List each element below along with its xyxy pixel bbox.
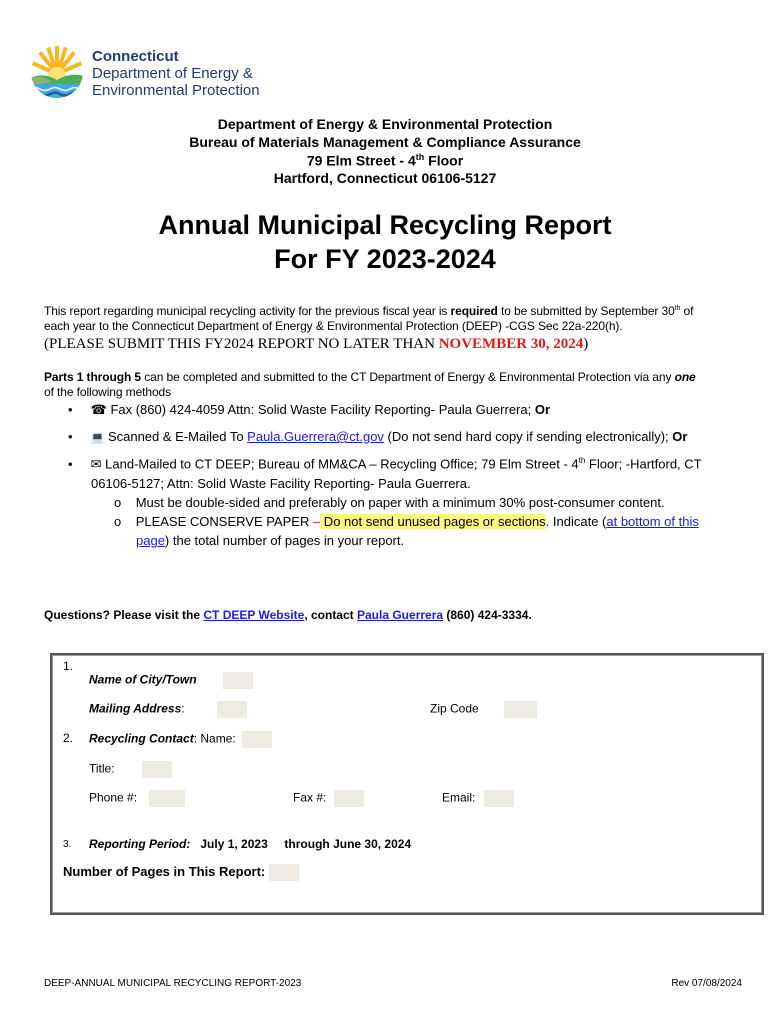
fax-row: Fax #:: [293, 790, 365, 807]
item-number-1: 1.: [63, 659, 74, 673]
item-number-2: 2.: [63, 731, 74, 745]
method-mail: • ✉ Land-Mailed to CT DEEP; Bureau of MM…: [68, 456, 702, 472]
bottom-of-page-link[interactable]: at bottom of this: [606, 514, 699, 529]
parts-line2: of the following methods: [44, 385, 172, 399]
zip-code-field[interactable]: [503, 701, 537, 718]
logo-line2: Department of Energy &: [92, 65, 253, 82]
questions-line: Questions? Please visit the CT DEEP Webs…: [44, 608, 532, 622]
phone-icon: ☎: [90, 402, 107, 417]
phone-row: Phone #:: [89, 790, 186, 807]
email-field[interactable]: [484, 790, 515, 807]
mail-icon: ✉: [90, 456, 102, 472]
report-title: Annual Municipal Recycling Report: [158, 210, 612, 240]
intro-line1: This report regarding municipal recyclin…: [44, 304, 694, 318]
sub-double-sided: o Must be double-sided and preferably on…: [114, 495, 665, 510]
header-street: 79 Elm Street - 4th Floor: [306, 152, 464, 169]
logo-line1: Connecticut: [92, 48, 179, 65]
phone-field[interactable]: [149, 790, 186, 807]
intro-line2: each year to the Connecticut Department …: [44, 319, 623, 333]
computer-icon: 💻: [90, 432, 105, 444]
mailing-row: Mailing Address:: [89, 701, 247, 718]
city-row: Name of City/Town: [89, 672, 254, 689]
title-field[interactable]: [141, 761, 172, 778]
email-link[interactable]: Paula.Guerrera@ct.gov: [247, 429, 384, 444]
footer-left: DEEP-ANNUAL MUNICIPAL RECYCLING REPORT-2…: [44, 978, 302, 989]
contact-row: Recycling Contact: Name:: [89, 731, 273, 748]
method-fax: • ☎ Fax (860) 424-4059 Attn: Solid Waste…: [68, 402, 550, 417]
fax-field[interactable]: [334, 790, 365, 807]
period-row: Reporting Period: July 1, 2023 through J…: [89, 837, 412, 851]
report-subtitle: For FY 2023-2024: [274, 244, 496, 274]
header-city: Hartford, Connecticut 06106-5127: [273, 170, 497, 186]
method-email: • 💻 Scanned & E-Mailed To Paula.Guerrera…: [68, 429, 688, 444]
mailing-address-field[interactable]: [216, 701, 247, 718]
deadline-notice: (PLEASE SUBMIT THIS FY2024 REPORT NO LAT…: [44, 336, 589, 352]
parts-line1: Parts 1 through 5 can be completed and s…: [44, 370, 696, 384]
header-bureau: Bureau of Materials Management & Complia…: [189, 134, 581, 150]
logo-line3: Environmental Protection: [92, 82, 260, 99]
footer-right: Rev 07/08/2024: [671, 978, 742, 989]
ct-deep-website-link[interactable]: CT DEEP Website: [203, 608, 305, 622]
pages-row: Number of Pages in This Report:: [63, 864, 299, 882]
title-row: Title:: [89, 761, 172, 778]
contact-form-box: [50, 653, 764, 915]
contact-link[interactable]: Paula Guerrera: [357, 608, 444, 622]
page-count-field[interactable]: [268, 864, 299, 882]
method-mail-line2: 06106-5127; Attn: Solid Waste Facility R…: [91, 476, 471, 491]
sub-conserve: o PLEASE CONSERVE PAPER – Do not send un…: [114, 514, 699, 529]
contact-name-field[interactable]: [242, 731, 273, 748]
ct-deep-logo: [31, 46, 83, 98]
item-number-3: 3.: [63, 839, 72, 850]
sub-conserve-line2: page) the total number of pages in your …: [136, 533, 405, 548]
city-field[interactable]: [223, 672, 254, 689]
page-link[interactable]: page: [136, 533, 165, 548]
header-dept: Department of Energy & Environmental Pro…: [217, 116, 553, 132]
email-row: Email:: [442, 790, 515, 807]
zip-row: Zip Code: [430, 701, 537, 718]
